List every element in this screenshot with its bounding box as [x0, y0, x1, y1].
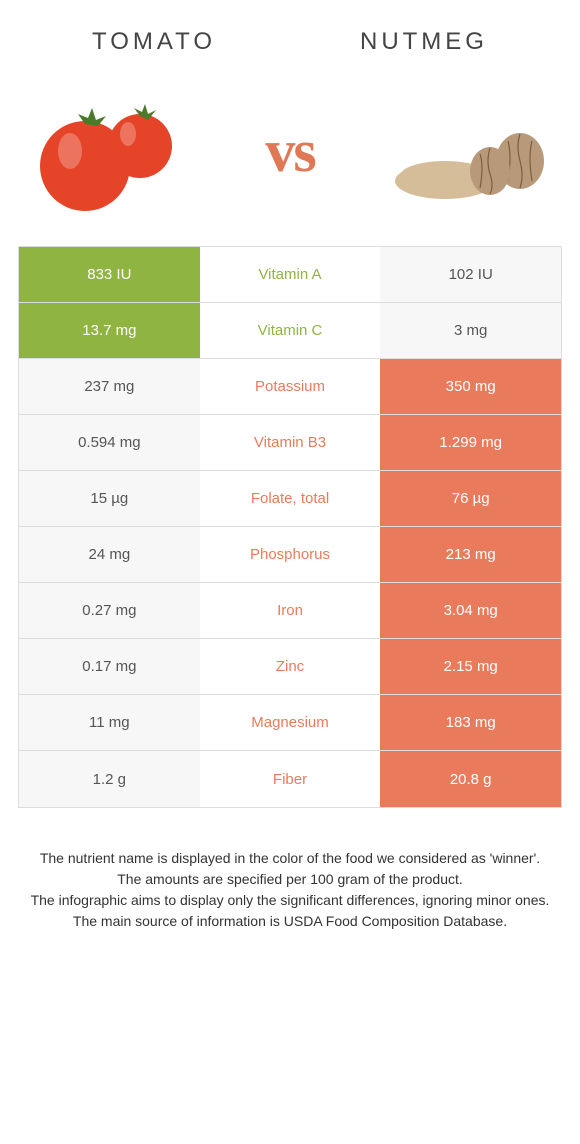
title-right: Nutmeg	[360, 28, 488, 56]
left-value: 0.17 mg	[19, 639, 200, 694]
table-row: 11 mgMagnesium183 mg	[19, 695, 561, 751]
table-row: 0.27 mgIron3.04 mg	[19, 583, 561, 639]
left-value: 0.594 mg	[19, 415, 200, 470]
right-value: 1.299 mg	[380, 415, 561, 470]
table-row: 237 mgPotassium350 mg	[19, 359, 561, 415]
nutrient-name: Magnesium	[200, 695, 381, 750]
left-value: 13.7 mg	[19, 303, 200, 358]
nutmeg-image	[390, 86, 550, 216]
footer-line: The nutrient name is displayed in the co…	[28, 848, 552, 869]
right-value: 183 mg	[380, 695, 561, 750]
table-row: 13.7 mgVitamin C3 mg	[19, 303, 561, 359]
table-row: 0.594 mgVitamin B31.299 mg	[19, 415, 561, 471]
right-value: 2.15 mg	[380, 639, 561, 694]
footer-line: The infographic aims to display only the…	[28, 890, 552, 911]
table-row: 833 IUVitamin A102 IU	[19, 247, 561, 303]
right-value: 3 mg	[380, 303, 561, 358]
table-row: 15 µgFolate, total76 µg	[19, 471, 561, 527]
right-value: 20.8 g	[380, 751, 561, 807]
nutrient-name: Vitamin A	[200, 247, 381, 302]
nutrient-name: Vitamin C	[200, 303, 381, 358]
footer-line: The main source of information is USDA F…	[28, 911, 552, 932]
header: Tomato Nutmeg	[0, 0, 580, 66]
table-row: 24 mgPhosphorus213 mg	[19, 527, 561, 583]
left-value: 11 mg	[19, 695, 200, 750]
table-row: 1.2 gFiber20.8 g	[19, 751, 561, 807]
right-value: 3.04 mg	[380, 583, 561, 638]
right-value: 350 mg	[380, 359, 561, 414]
table-row: 0.17 mgZinc2.15 mg	[19, 639, 561, 695]
nutrient-name: Iron	[200, 583, 381, 638]
tomato-image	[30, 86, 190, 216]
left-value: 237 mg	[19, 359, 200, 414]
left-value: 1.2 g	[19, 751, 200, 807]
images-row: vs	[0, 66, 580, 246]
title-left: Tomato	[92, 28, 216, 56]
left-value: 15 µg	[19, 471, 200, 526]
footer-line: The amounts are specified per 100 gram o…	[28, 869, 552, 890]
right-value: 102 IU	[380, 247, 561, 302]
left-value: 833 IU	[19, 247, 200, 302]
nutrient-name: Vitamin B3	[200, 415, 381, 470]
nutrient-name: Zinc	[200, 639, 381, 694]
vs-label: vs	[265, 117, 314, 186]
left-value: 24 mg	[19, 527, 200, 582]
right-value: 76 µg	[380, 471, 561, 526]
right-value: 213 mg	[380, 527, 561, 582]
left-value: 0.27 mg	[19, 583, 200, 638]
nutrient-table: 833 IUVitamin A102 IU13.7 mgVitamin C3 m…	[18, 246, 562, 808]
nutrient-name: Phosphorus	[200, 527, 381, 582]
nutrient-name: Potassium	[200, 359, 381, 414]
footer-notes: The nutrient name is displayed in the co…	[0, 808, 580, 932]
nutrient-name: Fiber	[200, 751, 381, 807]
nutrient-name: Folate, total	[200, 471, 381, 526]
